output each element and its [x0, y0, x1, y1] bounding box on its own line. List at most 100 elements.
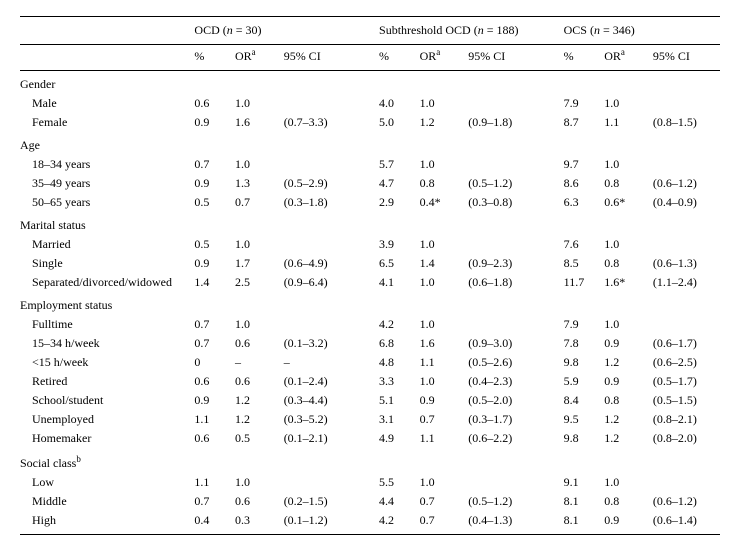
cell-pct: 4.2 [375, 511, 416, 530]
row-label: Female [20, 113, 190, 132]
cell-pct: 8.1 [560, 511, 601, 530]
table-row: Low1.11.05.51.09.11.0 [20, 473, 720, 492]
table-row: Female0.91.6(0.7–3.3)5.01.2(0.9–1.8)8.71… [20, 113, 720, 132]
cell-ci: (0.6–1.8) [464, 273, 535, 292]
cell-ci: (0.1–3.2) [280, 334, 351, 353]
cell-pct: 0.9 [190, 113, 231, 132]
cell-ci [464, 235, 535, 254]
table-row: <15 h/week0––4.81.1(0.5–2.6)9.81.2(0.6–2… [20, 353, 720, 372]
cell-ci: (0.6–1.2) [649, 174, 720, 193]
cell-or: 0.9 [600, 511, 649, 530]
cell-pct: 3.1 [375, 410, 416, 429]
row-label: School/student [20, 391, 190, 410]
row-label: Married [20, 235, 190, 254]
cell-or: 1.0 [416, 315, 465, 334]
table-row: High0.40.3(0.1–1.2)4.20.7(0.4–1.3)8.10.9… [20, 511, 720, 530]
cell-or: 1.0 [600, 473, 649, 492]
cell-ci: (0.2–1.5) [280, 492, 351, 511]
cell-ci: (0.3–1.7) [464, 410, 535, 429]
header-row-sub: % ORa 95% CI % ORa 95% CI % ORa 95% CI [20, 45, 720, 67]
cell-pct: 0.6 [190, 94, 231, 113]
cell-or: 1.1 [416, 353, 465, 372]
cell-pct: 0.9 [190, 254, 231, 273]
cell-ci [464, 473, 535, 492]
table-row: 18–34 years0.71.05.71.09.71.0 [20, 155, 720, 174]
col-or: ORa [416, 45, 465, 67]
cell-or: 1.6 [416, 334, 465, 353]
cell-ci: (0.8–2.1) [649, 410, 720, 429]
cell-ci: (0.3–1.8) [280, 193, 351, 212]
cell-ci: (0.5–2.9) [280, 174, 351, 193]
cell-ci: (0.5–2.6) [464, 353, 535, 372]
cell-ci: (0.9–2.3) [464, 254, 535, 273]
cell-pct: 8.5 [560, 254, 601, 273]
col-pct: % [190, 45, 231, 67]
cell-or: 0.4* [416, 193, 465, 212]
row-label: Male [20, 94, 190, 113]
cell-ci [649, 473, 720, 492]
cell-pct: 2.9 [375, 193, 416, 212]
cell-or: 0.8 [600, 174, 649, 193]
cell-pct: 0.9 [190, 391, 231, 410]
cell-pct: 9.1 [560, 473, 601, 492]
cell-or: 0.6* [600, 193, 649, 212]
cell-or: 1.0 [416, 235, 465, 254]
cell-pct: 7.8 [560, 334, 601, 353]
cell-pct: 5.1 [375, 391, 416, 410]
col-ci: 95% CI [464, 45, 535, 67]
cell-ci [649, 94, 720, 113]
row-label: Separated/divorced/widowed [20, 273, 190, 292]
cell-pct: 0.7 [190, 334, 231, 353]
cell-or: 0.9 [416, 391, 465, 410]
cell-or: 1.0 [416, 94, 465, 113]
section-label: Social classb [20, 448, 720, 473]
table-row: Middle0.70.6(0.2–1.5)4.40.7(0.5–1.2)8.10… [20, 492, 720, 511]
cell-pct: 6.5 [375, 254, 416, 273]
cell-pct: 0.7 [190, 155, 231, 174]
cell-ci: (0.6–2.2) [464, 429, 535, 448]
cell-pct: 1.1 [190, 410, 231, 429]
col-or: ORa [231, 45, 280, 67]
table-row: Fulltime0.71.04.21.07.91.0 [20, 315, 720, 334]
table-row: Single0.91.7(0.6–4.9)6.51.4(0.9–2.3)8.50… [20, 254, 720, 273]
cell-pct: 4.2 [375, 315, 416, 334]
row-label: 15–34 h/week [20, 334, 190, 353]
section-row: Marital status [20, 212, 720, 235]
cell-ci: (0.5–1.2) [464, 492, 535, 511]
cell-ci: (0.3–5.2) [280, 410, 351, 429]
cell-pct: 1.4 [190, 273, 231, 292]
cell-or: 1.0 [600, 315, 649, 334]
cell-pct: 7.6 [560, 235, 601, 254]
cell-or: 1.0 [231, 315, 280, 334]
group-header-ocd: OCD (n = 30) [190, 21, 350, 40]
row-label: 35–49 years [20, 174, 190, 193]
cell-pct: 5.7 [375, 155, 416, 174]
cell-or: 1.0 [231, 94, 280, 113]
cell-ci: (0.8–2.0) [649, 429, 720, 448]
cell-ci: (0.4–0.9) [649, 193, 720, 212]
cell-pct: 0.6 [190, 429, 231, 448]
col-ci: 95% CI [280, 45, 351, 67]
col-or: ORa [600, 45, 649, 67]
cell-pct: 3.3 [375, 372, 416, 391]
row-label: Unemployed [20, 410, 190, 429]
section-row: Employment status [20, 292, 720, 315]
cell-pct: 8.6 [560, 174, 601, 193]
cell-or: 1.0 [600, 235, 649, 254]
cell-ci: (0.5–1.5) [649, 391, 720, 410]
cell-pct: 1.1 [190, 473, 231, 492]
cell-or: 1.0 [231, 155, 280, 174]
cell-or: 1.0 [416, 372, 465, 391]
cell-pct: 9.5 [560, 410, 601, 429]
table-row: 50–65 years0.50.7(0.3–1.8)2.90.4*(0.3–0.… [20, 193, 720, 212]
cell-ci: (0.3–4.4) [280, 391, 351, 410]
row-label: High [20, 511, 190, 530]
cell-pct: 8.7 [560, 113, 601, 132]
cell-pct: 0.4 [190, 511, 231, 530]
cell-or: 1.2 [231, 410, 280, 429]
table-row: Male0.61.04.01.07.91.0 [20, 94, 720, 113]
cell-or: 1.6* [600, 273, 649, 292]
cell-ci: (0.6–2.5) [649, 353, 720, 372]
cell-or: 1.0 [416, 473, 465, 492]
cell-ci [280, 315, 351, 334]
